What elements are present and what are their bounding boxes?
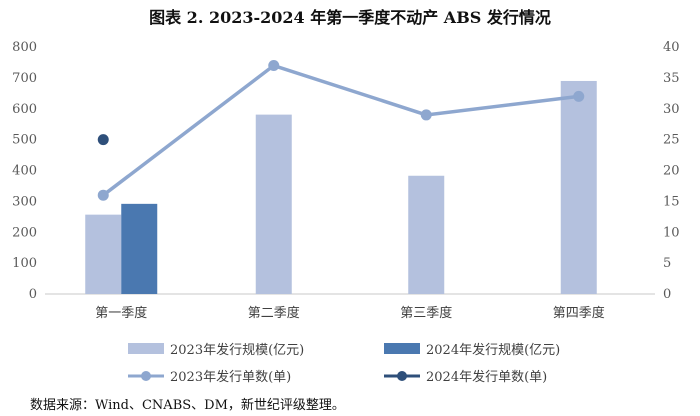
chart-canvas: 0 100 200 300 400 500 600 700 800 0 5 10 15 20 25 30 35 4… xyxy=(12,40,679,385)
chart-legend: 2023年发行规模(亿元) 2024年发行规模(亿元) 2023年发行单数(单) 20… xyxy=(128,342,560,385)
y-left-tick-label: 600 xyxy=(12,102,37,117)
y-right-tick-label: 35 xyxy=(663,71,680,86)
chart-axes: 0 100 200 300 400 500 600 700 800 0 5 10 15 20 25 30 35 4… xyxy=(12,40,679,321)
legend-swatch xyxy=(384,343,420,354)
x-category-label: 第二季度 xyxy=(248,305,300,321)
y-right-tick-label: 40 xyxy=(663,40,680,55)
bar xyxy=(408,175,445,294)
bar xyxy=(121,203,158,294)
y-left-tick-label: 200 xyxy=(12,225,37,240)
bar xyxy=(560,80,597,295)
x-category-label: 第四季度 xyxy=(553,305,605,321)
legend-label: 2023年发行单数(单) xyxy=(170,369,291,385)
data-point xyxy=(420,109,432,121)
chart-bars xyxy=(85,80,597,295)
y-left-tick-label: 0 xyxy=(29,287,37,302)
legend-marker xyxy=(397,371,407,381)
y-left-tick-label: 400 xyxy=(12,164,37,179)
data-point xyxy=(573,90,585,102)
y-left-tick-label: 700 xyxy=(12,71,37,86)
y-left-tick-label: 300 xyxy=(12,194,37,209)
y-right-tick-label: 10 xyxy=(663,225,680,240)
legend-label: 2024年发行单数(单) xyxy=(426,369,547,385)
y-right-tick-label: 20 xyxy=(663,164,680,179)
data-point xyxy=(97,134,109,146)
legend-label: 2024年发行规模(亿元) xyxy=(426,342,560,358)
y-right-tick-label: 0 xyxy=(663,287,671,302)
y-left-tick-label: 100 xyxy=(12,256,37,271)
legend-swatch xyxy=(128,343,164,354)
x-category-label: 第一季度 xyxy=(95,305,147,321)
data-point xyxy=(97,189,109,201)
y-left-tick-label: 800 xyxy=(12,40,37,55)
chart-lines xyxy=(97,60,585,201)
y-left-tick-label: 500 xyxy=(12,133,37,148)
bar xyxy=(255,114,292,295)
source-note: 数据来源：Wind、CNABS、DM，新世纪评级整理。 xyxy=(30,398,345,413)
x-category-label: 第三季度 xyxy=(400,305,452,321)
data-point xyxy=(268,60,280,72)
chart-title: 图表 2. 2023-2024 年第一季度不动产 ABS 发行情况 xyxy=(149,8,551,27)
y-right-tick-label: 5 xyxy=(663,256,671,271)
bar xyxy=(85,214,122,294)
y-right-tick-label: 25 xyxy=(663,133,680,148)
legend-label: 2023年发行规模(亿元) xyxy=(170,342,304,358)
y-right-tick-label: 15 xyxy=(663,194,680,209)
series-line xyxy=(102,63,579,197)
y-right-tick-label: 30 xyxy=(663,102,680,117)
legend-marker xyxy=(141,371,151,381)
